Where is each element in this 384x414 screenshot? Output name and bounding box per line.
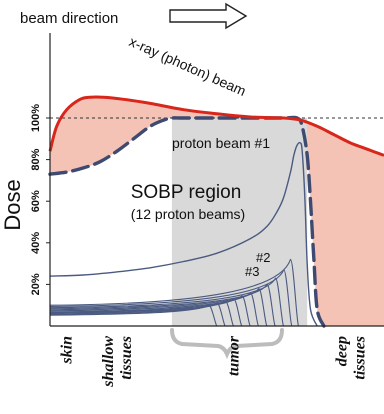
xray-excess-dose-area (50, 96, 384, 326)
beam-3-label: #3 (245, 264, 259, 279)
beam-direction-arrow-icon (169, 2, 248, 30)
xray-area-layer (50, 96, 384, 326)
small-proton-beam-2 (49, 258, 300, 327)
tumor-brace (170, 328, 284, 360)
x-category-label-1-0: shallow (100, 336, 117, 388)
small-proton-beam-12 (49, 304, 218, 327)
sobp-band-layer (171, 118, 308, 326)
small-proton-beam-8 (49, 295, 251, 327)
x-category-layer: skin shallow tissues tumor deep tissues (59, 335, 369, 387)
proton-beam-1-curve (49, 141, 318, 327)
sobp-region-subtitle: (12 proton beams) (131, 206, 245, 222)
beam-direction-label: beam direction (20, 10, 118, 27)
x-category-label-0-0: skin (59, 336, 76, 365)
ytick-label-20: 20% (30, 273, 42, 295)
ytick-label-100: 100% (30, 104, 42, 132)
beam-2-label: #2 (256, 250, 270, 265)
x-category-label-2-0: tumor (226, 335, 243, 376)
sobp-region-title: SOBP region (131, 182, 242, 203)
proton-beam-1-label: proton beam #1 (172, 135, 270, 151)
sobp-region-band (171, 118, 308, 326)
small-proton-beam-6 (49, 288, 268, 327)
sobp-dose-curve (48, 115, 326, 328)
ytick-label-40: 40% (30, 232, 42, 254)
x-category-label-3-1: tissues (352, 336, 369, 380)
small-proton-beam-3 (49, 269, 293, 327)
beam-layer (48, 95, 384, 328)
ytick-label-80: 80% (30, 148, 42, 170)
ytick-label-60: 60% (30, 190, 42, 212)
small-proton-beam-7 (49, 292, 259, 327)
x-category-label-1-1: tissues (118, 336, 135, 380)
ytick-layer: 20% 40% 60% 80% 100% (30, 104, 50, 295)
y-axis-label: Dose (0, 179, 25, 230)
small-proton-beam-5 (49, 283, 276, 327)
xray-dose-curve (48, 95, 384, 157)
xray-beam-label: x-ray (photon) beam (127, 33, 249, 99)
x-category-label-3-0: deep (334, 336, 351, 366)
